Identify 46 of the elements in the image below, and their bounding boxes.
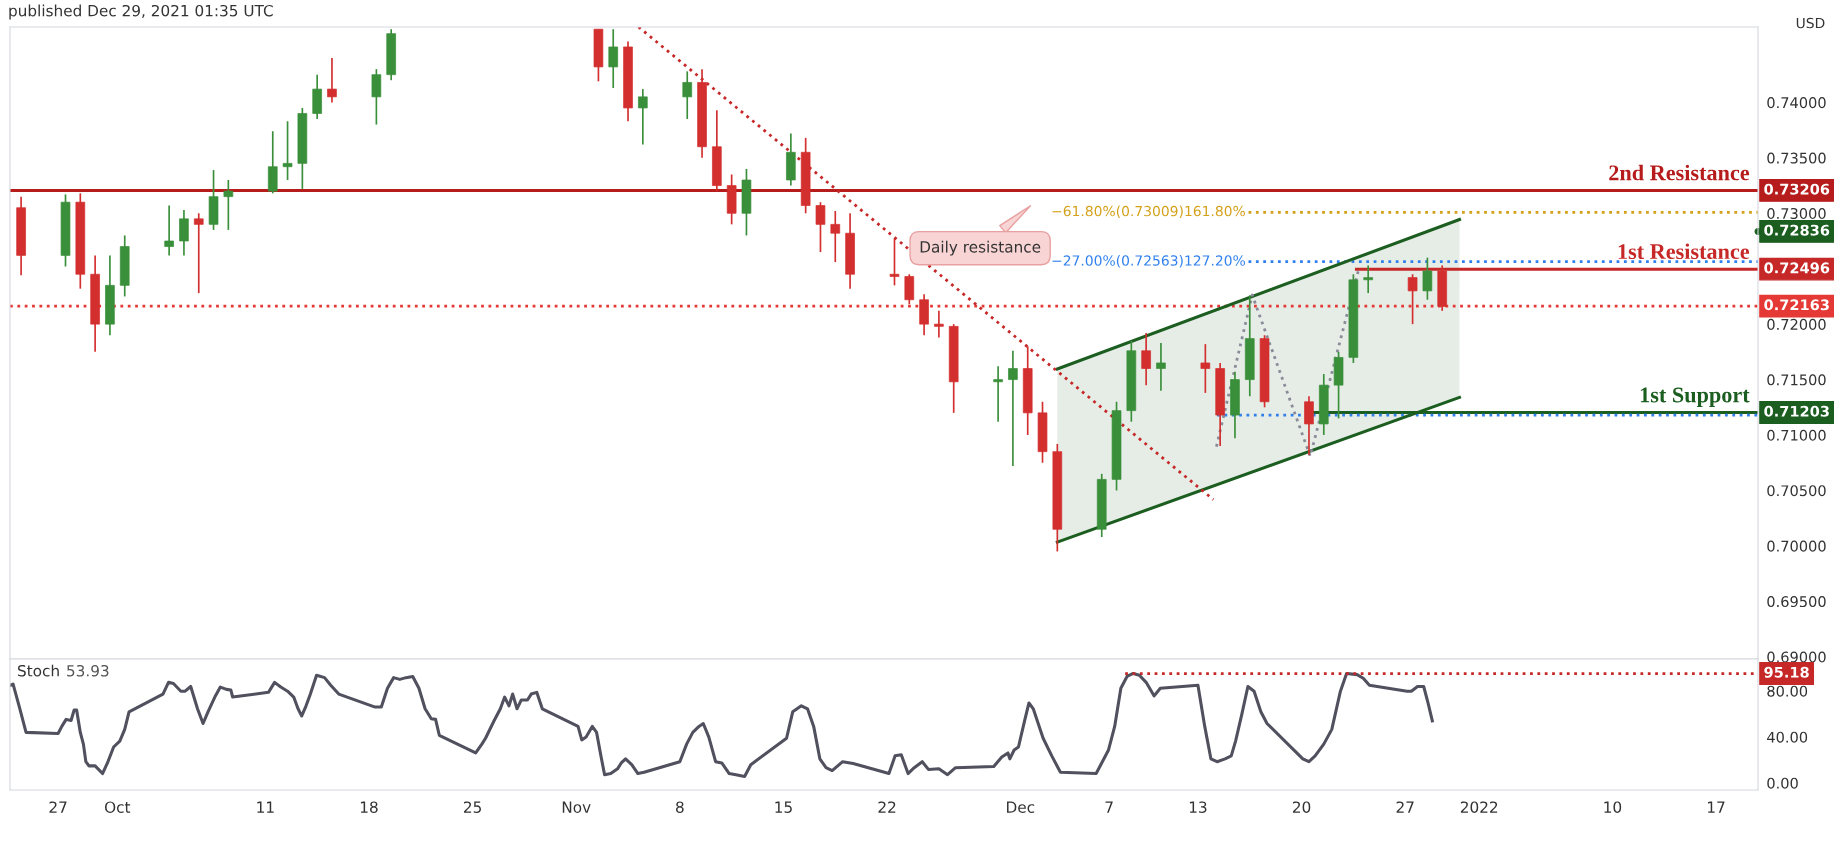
data-label: 0.73206 [1764,183,1830,195]
y-tick-label: 0.70000 [1767,540,1826,552]
x-tick-label: 7 [1105,801,1113,813]
x-tick-label: 20 [1292,801,1311,813]
y-tick-label: 0.73000 [1767,207,1826,220]
x-tick-label: 27 [49,801,67,813]
data-label: 95.18 [1764,666,1809,678]
series-label: 1st Resistance [1618,243,1750,260]
y-tick-label: 0.71000 [1767,429,1826,441]
x-tick-label: 17 [1708,801,1725,813]
x-tick-label: Oct [104,801,131,813]
y-tick-label: 0.72000 [1767,318,1826,330]
y-tick-label: 0.73500 [1767,152,1826,164]
chart-title: Stoch [18,664,59,677]
annotation: 53.93 [67,664,109,677]
x-tick-label: 2022 [1460,801,1498,813]
chart-title: published Dec 29, 2021 01:35 UTC [9,4,273,20]
x-tick-label: 27 [1396,801,1414,813]
x-tick-label: 11 [257,801,274,813]
annotation: Daily resistance [920,240,1041,256]
y-tick-label: 0.69500 [1767,596,1826,608]
series-label: 2nd Resistance [1609,164,1750,181]
data-label: 0.72496 [1764,262,1830,274]
x-tick-label: 8 [676,801,684,813]
x-tick-label: Nov [562,801,591,813]
x-tick-label: 22 [878,801,896,813]
y-axis-title: USD [1796,17,1825,29]
data-label: 0.71203 [1764,405,1829,417]
y-tick-label: 0.70500 [1767,485,1826,497]
data-label: 0.72163 [1764,299,1829,311]
x-tick-label: 15 [775,801,792,813]
y-tick-label: 0.71500 [1767,374,1826,386]
x-tick-label: 13 [1189,801,1207,813]
series-label: 1st Support [1640,387,1750,407]
series-label: −61.80%(0.73009)161.80% [1052,205,1245,218]
y-tick-label: 80.00 [1767,685,1808,697]
x-tick-label: Dec [1007,801,1035,813]
y-tick-label: 0.74000 [1767,97,1826,109]
data-label: 0.72836 [1764,224,1830,236]
y-tick-label: 0.00 [1767,777,1798,789]
x-tick-label: 10 [1604,801,1622,813]
y-tick-label: 40.00 [1767,731,1808,743]
x-tick-label: 18 [360,801,378,813]
series-label: −27.00%(0.72563)127.20% [1052,255,1245,268]
x-tick-label: 25 [464,801,481,813]
y-tick-label: 0.69000 [1767,651,1826,663]
